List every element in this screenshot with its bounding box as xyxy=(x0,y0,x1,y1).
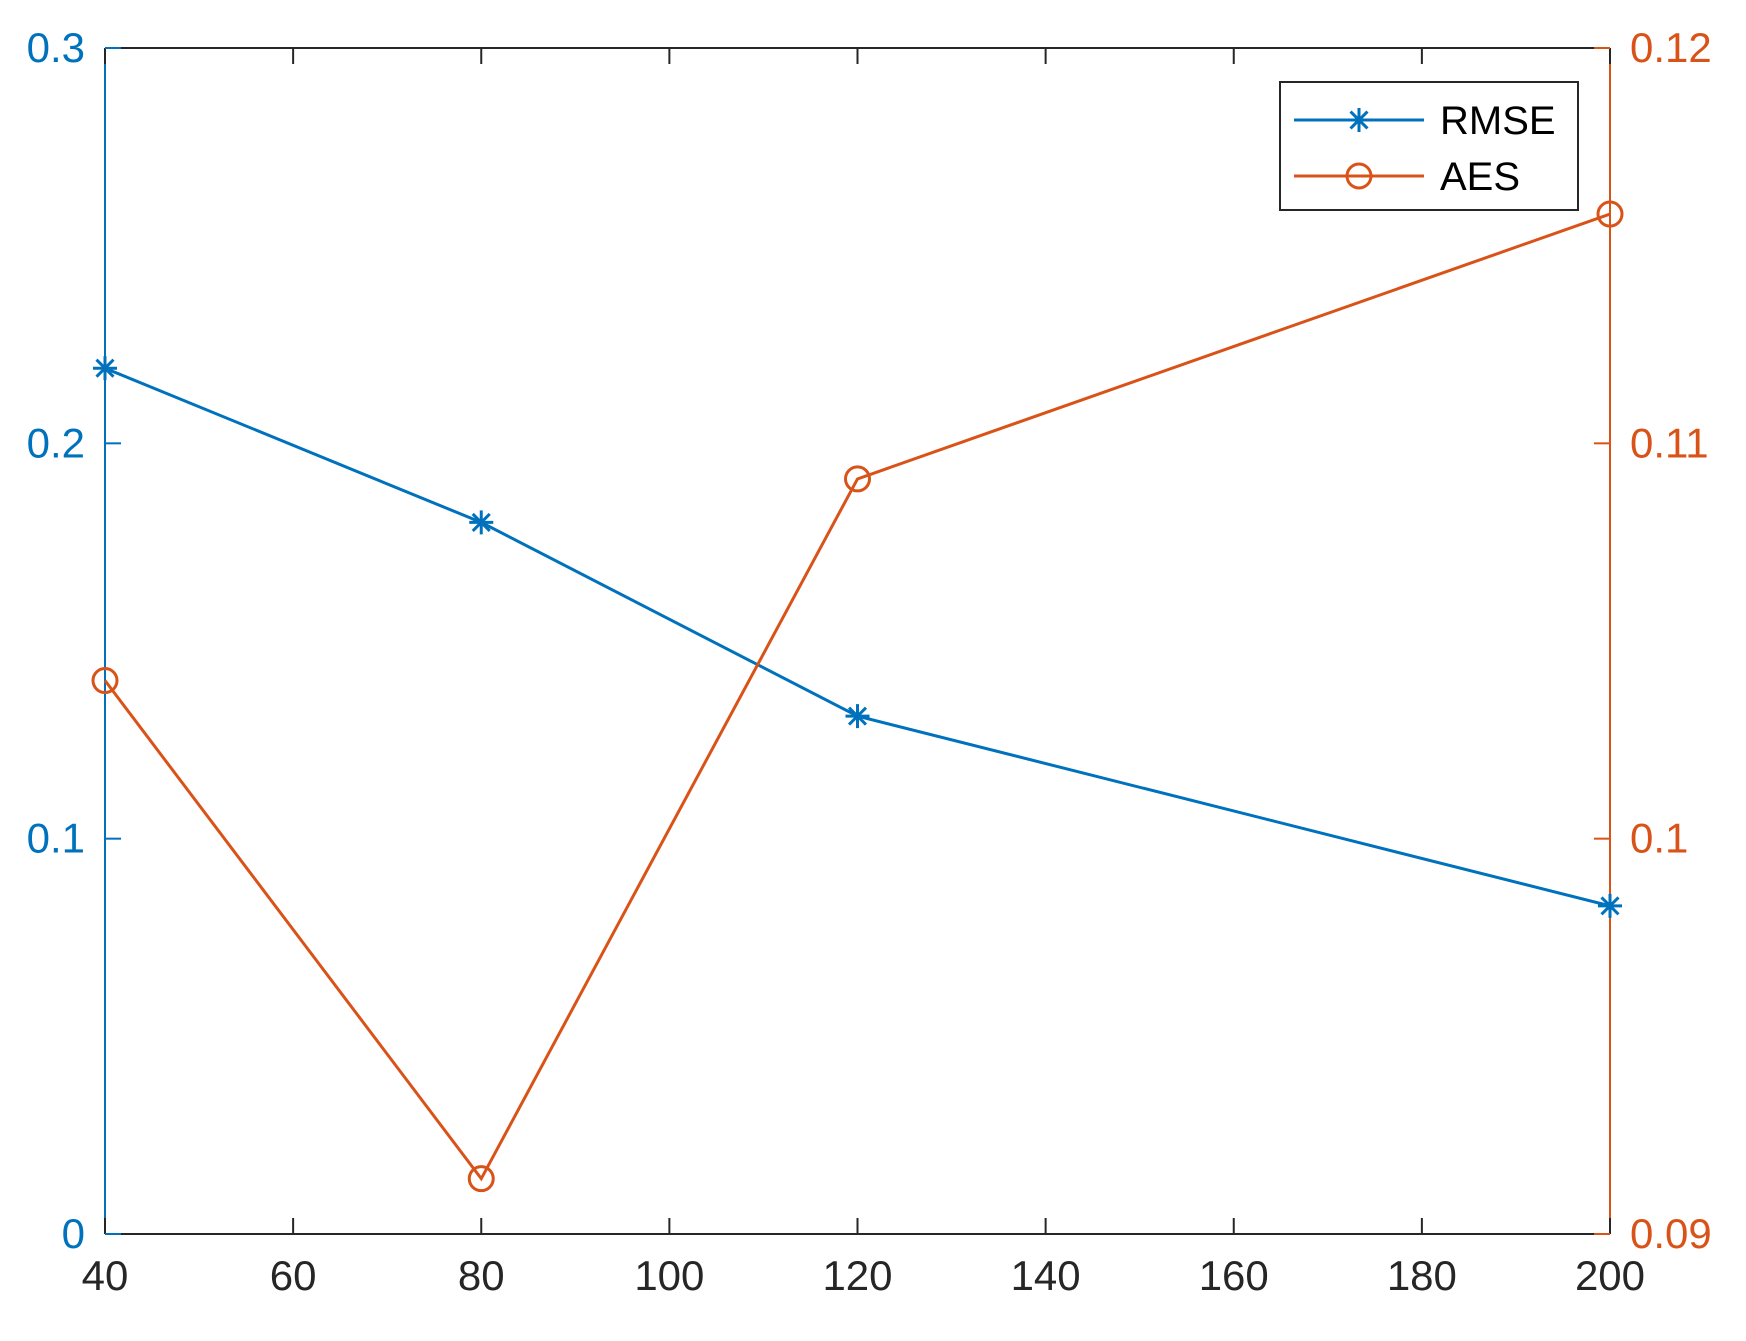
plot-area xyxy=(105,48,1610,1234)
asterisk-stroke xyxy=(1349,110,1369,130)
x-tick-label: 120 xyxy=(822,1252,892,1299)
x-tick-label: 160 xyxy=(1199,1252,1269,1299)
x-tick-label: 100 xyxy=(634,1252,704,1299)
x-tick-label: 180 xyxy=(1387,1252,1457,1299)
legend-label: RMSE xyxy=(1440,99,1556,143)
right-y-tick-label: 0.1 xyxy=(1630,815,1688,862)
legend-marker xyxy=(1345,162,1373,190)
left-y-tick-label: 0 xyxy=(62,1210,85,1257)
legend-entry-rmse: RMSE xyxy=(1294,99,1556,143)
legend: RMSE AES xyxy=(1279,81,1579,211)
left-y-tick-label: 0.1 xyxy=(27,815,85,862)
x-tick-label: 80 xyxy=(458,1252,505,1299)
data-point xyxy=(1598,893,1622,918)
legend-entry-aes: AES xyxy=(1294,155,1520,199)
right-y-tick-label: 0.12 xyxy=(1630,24,1712,71)
axes: 40 60 80 100 120 140 160 180 200 0 0.1 0.2 0.3 0.09 0.… xyxy=(27,24,1712,1299)
right-y-tick-label: 0.11 xyxy=(1630,419,1709,466)
data-point xyxy=(91,667,119,695)
data-point xyxy=(844,465,871,493)
series-rmse xyxy=(93,356,1622,918)
series-aes xyxy=(91,200,1624,1193)
x-tick-label: 60 xyxy=(270,1252,317,1299)
legend-marker xyxy=(1347,108,1371,132)
asterisk-stroke xyxy=(471,512,491,532)
left-y-tick-label: 0.3 xyxy=(27,24,85,71)
legend-label: AES xyxy=(1440,155,1520,199)
right-y-tick-label: 0.09 xyxy=(1630,1210,1712,1257)
x-tick-label: 200 xyxy=(1575,1252,1645,1299)
asterisk-stroke xyxy=(95,358,115,378)
asterisk-stroke xyxy=(1600,896,1620,916)
data-point xyxy=(467,1165,495,1193)
series-line-aes xyxy=(103,212,1611,1182)
legend-box xyxy=(1279,81,1579,211)
x-tick-label: 40 xyxy=(82,1252,129,1299)
data-point xyxy=(93,356,117,381)
asterisk-stroke xyxy=(847,706,868,726)
series-line-rmse xyxy=(104,366,1611,908)
x-tick-label: 140 xyxy=(1011,1252,1081,1299)
series-layer xyxy=(91,200,1624,1193)
data-point xyxy=(469,510,494,535)
data-point xyxy=(845,704,870,729)
left-y-tick-label: 0.2 xyxy=(27,419,85,466)
data-point xyxy=(1596,200,1624,228)
